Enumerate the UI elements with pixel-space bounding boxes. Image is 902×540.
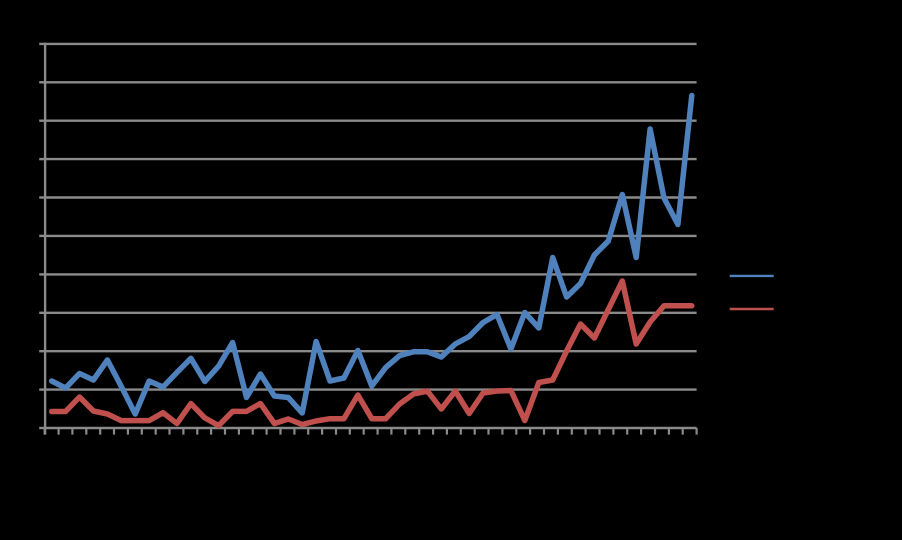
svg-text:1975: 1975 [242,443,254,469]
svg-text:1963: 1963 [75,443,87,469]
svg-text:1967: 1967 [130,443,142,469]
svg-text:10,000: 10,000 [3,39,38,51]
svg-text:1961: 1961 [47,443,59,469]
svg-text:(c) Crown Copyright 2009: (c) Crown Copyright 2009 [324,515,455,527]
svg-text:1987: 1987 [409,443,421,469]
svg-text:5,000: 5,000 [9,231,38,243]
svg-text:1977: 1977 [269,443,281,469]
svg-text:1969: 1969 [158,443,170,469]
svg-text:1,000: 1,000 [9,385,38,397]
svg-text:Source: Office for National St: Source: Office for National Statistics, … [143,497,638,509]
svg-text:Number of Male Suicides in 199: Number of Male Suicides in 1990's [274,8,528,25]
svg-text:2007: 2007 [687,443,699,469]
svg-text:6,000: 6,000 [9,193,38,205]
svg-text:4,000: 4,000 [9,269,38,281]
svg-text:3,000: 3,000 [9,308,38,320]
svg-text:1989: 1989 [436,443,448,469]
svg-text:1995: 1995 [520,443,532,469]
svg-text:1985: 1985 [381,443,393,469]
svg-text:15-24 years: 15-24 years [779,303,845,317]
svg-text:7,000: 7,000 [9,154,38,166]
svg-text:1981: 1981 [325,443,337,469]
svg-text:1965: 1965 [102,443,114,469]
svg-text:1997: 1997 [548,443,560,469]
svg-text:1991: 1991 [464,443,476,469]
svg-text:1993: 1993 [492,443,504,469]
svg-text:8,000: 8,000 [9,116,38,128]
svg-text:2005: 2005 [659,443,671,469]
svg-text:1971: 1971 [186,443,198,469]
svg-text:2001: 2001 [603,443,615,469]
svg-text:1999: 1999 [576,443,588,469]
svg-text:9,000: 9,000 [9,77,38,89]
svg-text:2,000: 2,000 [9,346,38,358]
svg-text:1983: 1983 [353,443,365,469]
svg-text:2003: 2003 [631,443,643,469]
svg-text:All ages: All ages [779,270,823,284]
svg-text:0: 0 [32,423,38,435]
svg-text:1973: 1973 [214,443,226,469]
svg-text:1979: 1979 [297,443,309,469]
